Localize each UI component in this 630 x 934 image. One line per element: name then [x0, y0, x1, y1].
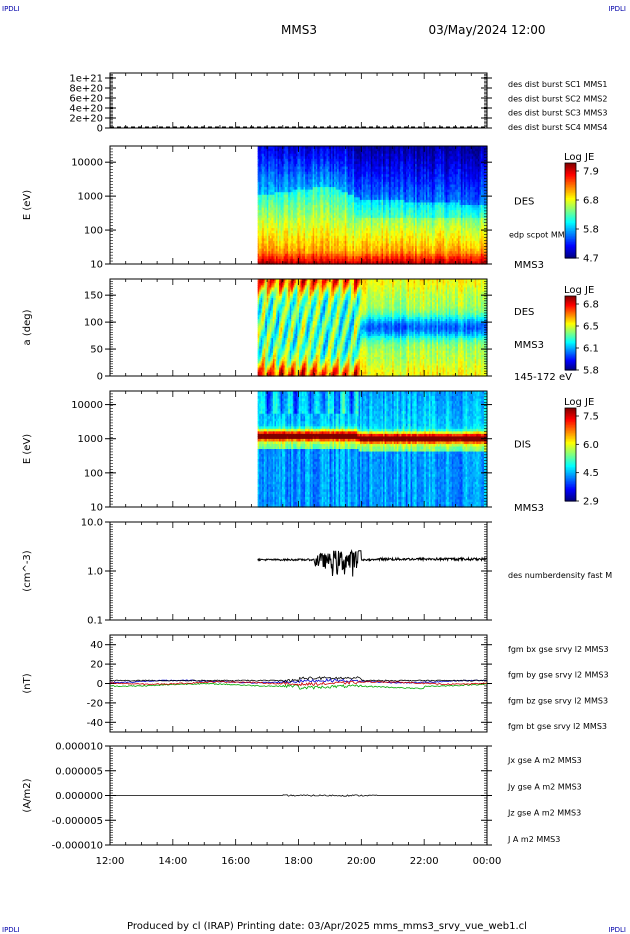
y-tick-label: 6e+20 — [69, 94, 103, 105]
y-tick-label: 4e+20 — [69, 104, 103, 115]
legend-entry: des dist burst SC3 MMS3 — [508, 109, 607, 118]
y-tick-label: 1e+21 — [69, 74, 103, 85]
spacecraft-title: MMS3 — [281, 23, 317, 37]
y-tick-label: 8e+20 — [69, 84, 103, 95]
corner-label-top-right: IPDLI — [608, 5, 626, 13]
y-tick-label: 0 — [97, 124, 103, 135]
y-tick-label: 2e+20 — [69, 114, 103, 125]
legend-entry: des dist burst SC2 MMS2 — [508, 94, 607, 103]
datetime-title: 03/May/2024 12:00 — [428, 23, 545, 37]
corner-label-top-left: IPDLI — [2, 5, 20, 13]
legend-entry: des dist burst SC1 MMS1 — [508, 80, 607, 89]
legend-entry: des dist burst SC4 MMS4 — [508, 123, 607, 132]
spectrogram-des_energy — [258, 146, 488, 265]
